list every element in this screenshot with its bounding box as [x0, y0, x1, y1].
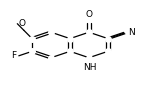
Text: O: O	[85, 10, 92, 19]
Text: F: F	[11, 51, 16, 60]
Text: NH: NH	[84, 63, 97, 72]
Text: O: O	[19, 19, 26, 28]
Text: N: N	[128, 28, 135, 37]
